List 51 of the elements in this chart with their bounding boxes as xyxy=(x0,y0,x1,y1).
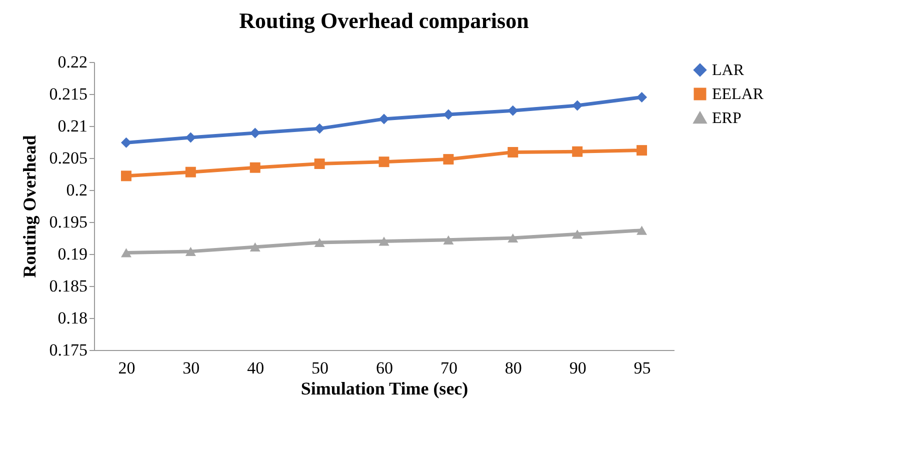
y-tick-label: 0.175 xyxy=(49,340,88,360)
point xyxy=(572,100,583,111)
y-tick-label: 0.19 xyxy=(58,244,88,264)
point xyxy=(443,235,454,244)
y-tick-label: 0.185 xyxy=(49,276,88,296)
point xyxy=(185,246,196,256)
point xyxy=(250,242,260,252)
y-tick-label: 0.2 xyxy=(66,180,88,200)
point xyxy=(314,158,325,170)
point xyxy=(636,145,648,156)
point xyxy=(508,105,518,116)
x-tick-label: 60 xyxy=(376,358,393,378)
point xyxy=(508,146,518,158)
point xyxy=(508,233,518,243)
point xyxy=(378,114,390,124)
y-tick-label: 0.22 xyxy=(58,52,88,72)
point xyxy=(120,248,132,258)
x-tick-label: 80 xyxy=(504,358,522,378)
point xyxy=(185,132,196,143)
point xyxy=(572,146,583,157)
x-axis-title: Simulation Time (sec) xyxy=(300,378,468,398)
point xyxy=(636,226,648,235)
point xyxy=(572,230,583,239)
point xyxy=(443,109,454,120)
x-tick-label: 30 xyxy=(182,358,200,378)
point xyxy=(120,170,132,182)
point xyxy=(314,123,325,134)
point xyxy=(378,156,390,168)
chart-title: Routing Overhead comparison xyxy=(239,8,529,33)
y-tick-label: 0.205 xyxy=(49,148,88,168)
legend-label: ERP xyxy=(712,110,742,127)
x-tick-label: 70 xyxy=(440,358,458,378)
x-tick-label: 20 xyxy=(118,358,136,378)
x-tick-label: 40 xyxy=(247,358,264,378)
x-tick-label: 95 xyxy=(634,358,651,378)
point xyxy=(636,92,648,102)
y-tick-label: 0.18 xyxy=(58,308,88,328)
point xyxy=(185,166,196,178)
point xyxy=(120,137,132,148)
y-tick-label: 0.21 xyxy=(58,116,88,136)
point xyxy=(378,236,390,246)
legend-label: LAR xyxy=(712,62,744,79)
y-tick-label: 0.215 xyxy=(49,84,88,104)
point xyxy=(443,154,454,165)
y-tick-label: 0.195 xyxy=(49,212,88,232)
x-tick-label: 90 xyxy=(569,358,586,378)
legend-label: EELAR xyxy=(712,86,764,103)
y-axis-title: Routing Overhead xyxy=(19,135,40,278)
point xyxy=(314,238,325,248)
x-tick-label: 50 xyxy=(312,358,329,378)
point xyxy=(250,162,260,173)
